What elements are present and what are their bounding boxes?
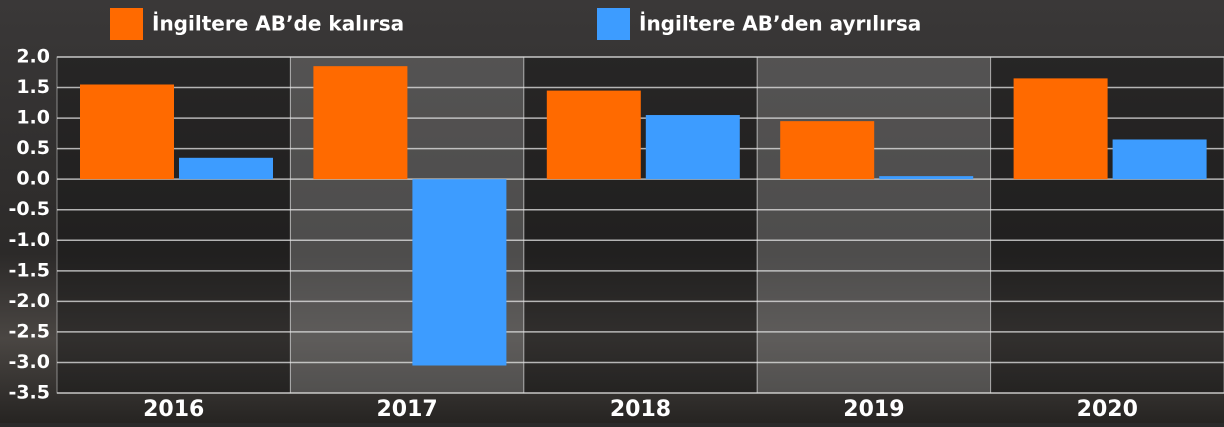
y-tick-label: -1.0 [8, 229, 50, 251]
y-tick-label: 1.5 [16, 76, 50, 98]
bar [546, 90, 641, 180]
y-tick-label: -0.5 [8, 198, 50, 220]
bar [879, 176, 974, 180]
legend-label: İngiltere AB’de kalırsa [152, 12, 404, 36]
x-tick-label: 2017 [376, 397, 437, 422]
legend-swatch [110, 8, 143, 40]
bar [1013, 78, 1108, 180]
y-tick-label: -1.5 [8, 259, 50, 281]
bar [80, 84, 174, 180]
x-tick-label: 2018 [610, 397, 671, 422]
y-tick-label: -3.5 [8, 382, 50, 404]
x-tick-label: 2016 [143, 397, 204, 422]
legend-swatch [597, 8, 630, 40]
legend-label: İngiltere AB’den ayrılırsa [639, 12, 921, 36]
y-tick-label: -2.5 [8, 320, 50, 342]
bar [1112, 139, 1207, 180]
x-tick-label: 2020 [1077, 397, 1138, 422]
y-tick-label: -2.0 [8, 290, 50, 312]
y-tick-label: -3.0 [8, 351, 50, 373]
bar [645, 115, 740, 180]
bar [313, 66, 408, 180]
bar [780, 121, 875, 180]
y-tick-label: 2.0 [16, 46, 50, 68]
y-tick-label: 1.0 [16, 107, 50, 129]
y-tick-label: 0.5 [16, 137, 50, 159]
x-tick-label: 2019 [843, 397, 904, 422]
bar [179, 157, 273, 180]
y-tick-label: 0.0 [16, 168, 50, 190]
panel [756, 56, 992, 394]
bar [412, 179, 507, 366]
